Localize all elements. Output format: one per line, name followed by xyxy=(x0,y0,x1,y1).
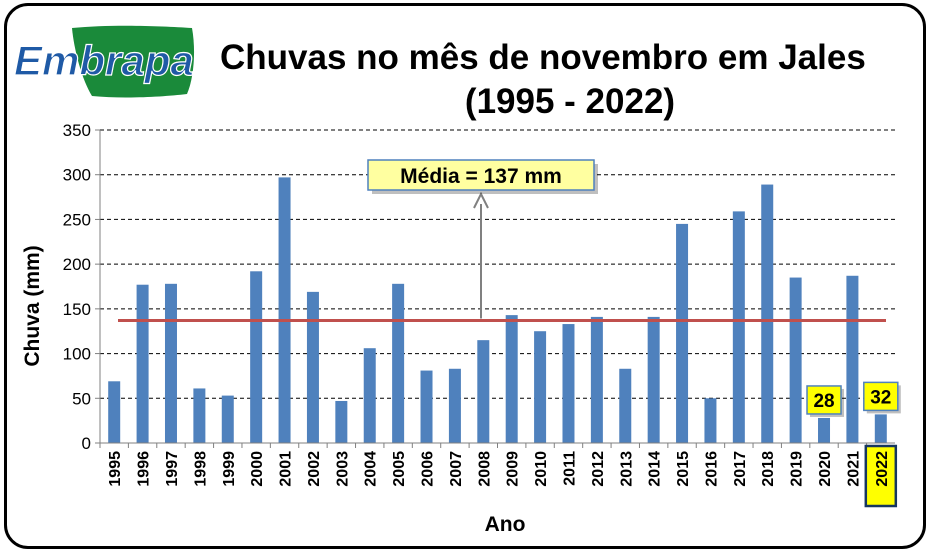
x-tick-label: 1996 xyxy=(136,451,153,487)
bar-2014 xyxy=(647,316,660,443)
bar-2011 xyxy=(562,324,575,443)
bar-2020 xyxy=(818,417,831,443)
y-tick-label: 200 xyxy=(63,255,91,274)
bar-1996 xyxy=(136,284,149,443)
y-tick-label: 350 xyxy=(63,121,91,140)
x-tick-label: 2013 xyxy=(618,451,635,487)
bar-2006 xyxy=(420,370,433,443)
chart-title: Chuvas no mês de novembro em Jales xyxy=(220,38,866,77)
x-tick-label: 2004 xyxy=(363,451,380,487)
bar-1995 xyxy=(108,381,121,443)
mean-label: Média = 137 mm xyxy=(400,165,562,188)
x-tick-label: 1997 xyxy=(164,451,181,487)
y-tick-label: 250 xyxy=(63,210,91,229)
x-tick-label: 2022 xyxy=(874,451,891,487)
x-tick-label: 2017 xyxy=(732,451,749,487)
bar-1999 xyxy=(221,395,234,443)
x-tick-label: 1998 xyxy=(192,451,209,487)
x-tick-label: 2003 xyxy=(334,451,351,487)
bar-2007 xyxy=(448,368,461,443)
x-tick-label: 2014 xyxy=(647,451,664,487)
x-tick-label: 2016 xyxy=(703,451,720,487)
y-tick-label: 300 xyxy=(63,166,91,185)
embrapa-logo: Embrapa xyxy=(13,25,195,98)
bar-2022 xyxy=(874,414,887,443)
bar-2005 xyxy=(392,283,405,443)
data-label-box-2022 xyxy=(863,381,899,412)
x-tick-label: 2018 xyxy=(760,451,777,487)
data-label-2022: 32 xyxy=(870,387,891,408)
x-tick-label: 2007 xyxy=(448,451,465,487)
bar-2010 xyxy=(534,331,547,443)
bar-2018 xyxy=(761,184,774,443)
x-tick-label: 2000 xyxy=(249,451,266,487)
mean-label-box xyxy=(367,159,595,191)
x-tick-label: 2011 xyxy=(561,451,578,486)
bar-2001 xyxy=(278,177,291,443)
bar-2009 xyxy=(505,315,518,443)
x-tick-label: 2006 xyxy=(420,451,437,487)
x-tick-label: 1995 xyxy=(107,451,124,487)
bar-2003 xyxy=(335,400,348,443)
bar-2000 xyxy=(250,271,263,443)
bar-2004 xyxy=(363,348,376,443)
bar-2016 xyxy=(704,398,717,443)
chart-subtitle: (1995 - 2022) xyxy=(464,82,676,121)
bar-1998 xyxy=(193,388,206,443)
data-label-2020: 28 xyxy=(813,391,834,412)
bar-2021 xyxy=(846,275,859,443)
logo-leaf-shape xyxy=(72,25,195,98)
y-tick-label: 100 xyxy=(63,345,91,364)
y-tick-label: 50 xyxy=(72,389,91,408)
x-tick-label: 2010 xyxy=(533,451,550,487)
bar-2012 xyxy=(590,316,603,443)
x-tick-label: 2015 xyxy=(675,451,692,487)
x-tick-label: 2021 xyxy=(845,451,862,487)
x-axis-title: Ano xyxy=(485,513,526,536)
data-label-box-2020 xyxy=(806,385,842,415)
bar-2013 xyxy=(619,368,632,443)
y-axis-title: Chuva (mm) xyxy=(21,245,44,366)
y-tick-label: 0 xyxy=(82,434,91,453)
x-tick-label: 2005 xyxy=(391,451,408,487)
x-tick-label: 2012 xyxy=(590,451,607,487)
y-tick-label: 150 xyxy=(63,300,91,319)
bar-2015 xyxy=(676,223,689,443)
x-tick-label: 2002 xyxy=(306,451,323,487)
logo-wordmark: Embrapa xyxy=(14,37,194,84)
x-tick-label: 2020 xyxy=(817,451,834,487)
bar-2017 xyxy=(732,211,745,443)
bar-1997 xyxy=(164,283,177,443)
x-tick-label: 2019 xyxy=(789,451,806,487)
x-tick-label: 2008 xyxy=(476,451,493,487)
bar-2019 xyxy=(789,277,802,443)
bar-2002 xyxy=(306,291,319,443)
bar-2008 xyxy=(477,340,490,443)
x-tick-highlight-box xyxy=(864,444,898,508)
x-tick-label: 2009 xyxy=(505,451,522,487)
mean-arrow-head xyxy=(473,191,489,209)
x-tick-label: 1999 xyxy=(221,451,238,487)
x-tick-label: 2001 xyxy=(278,451,295,487)
